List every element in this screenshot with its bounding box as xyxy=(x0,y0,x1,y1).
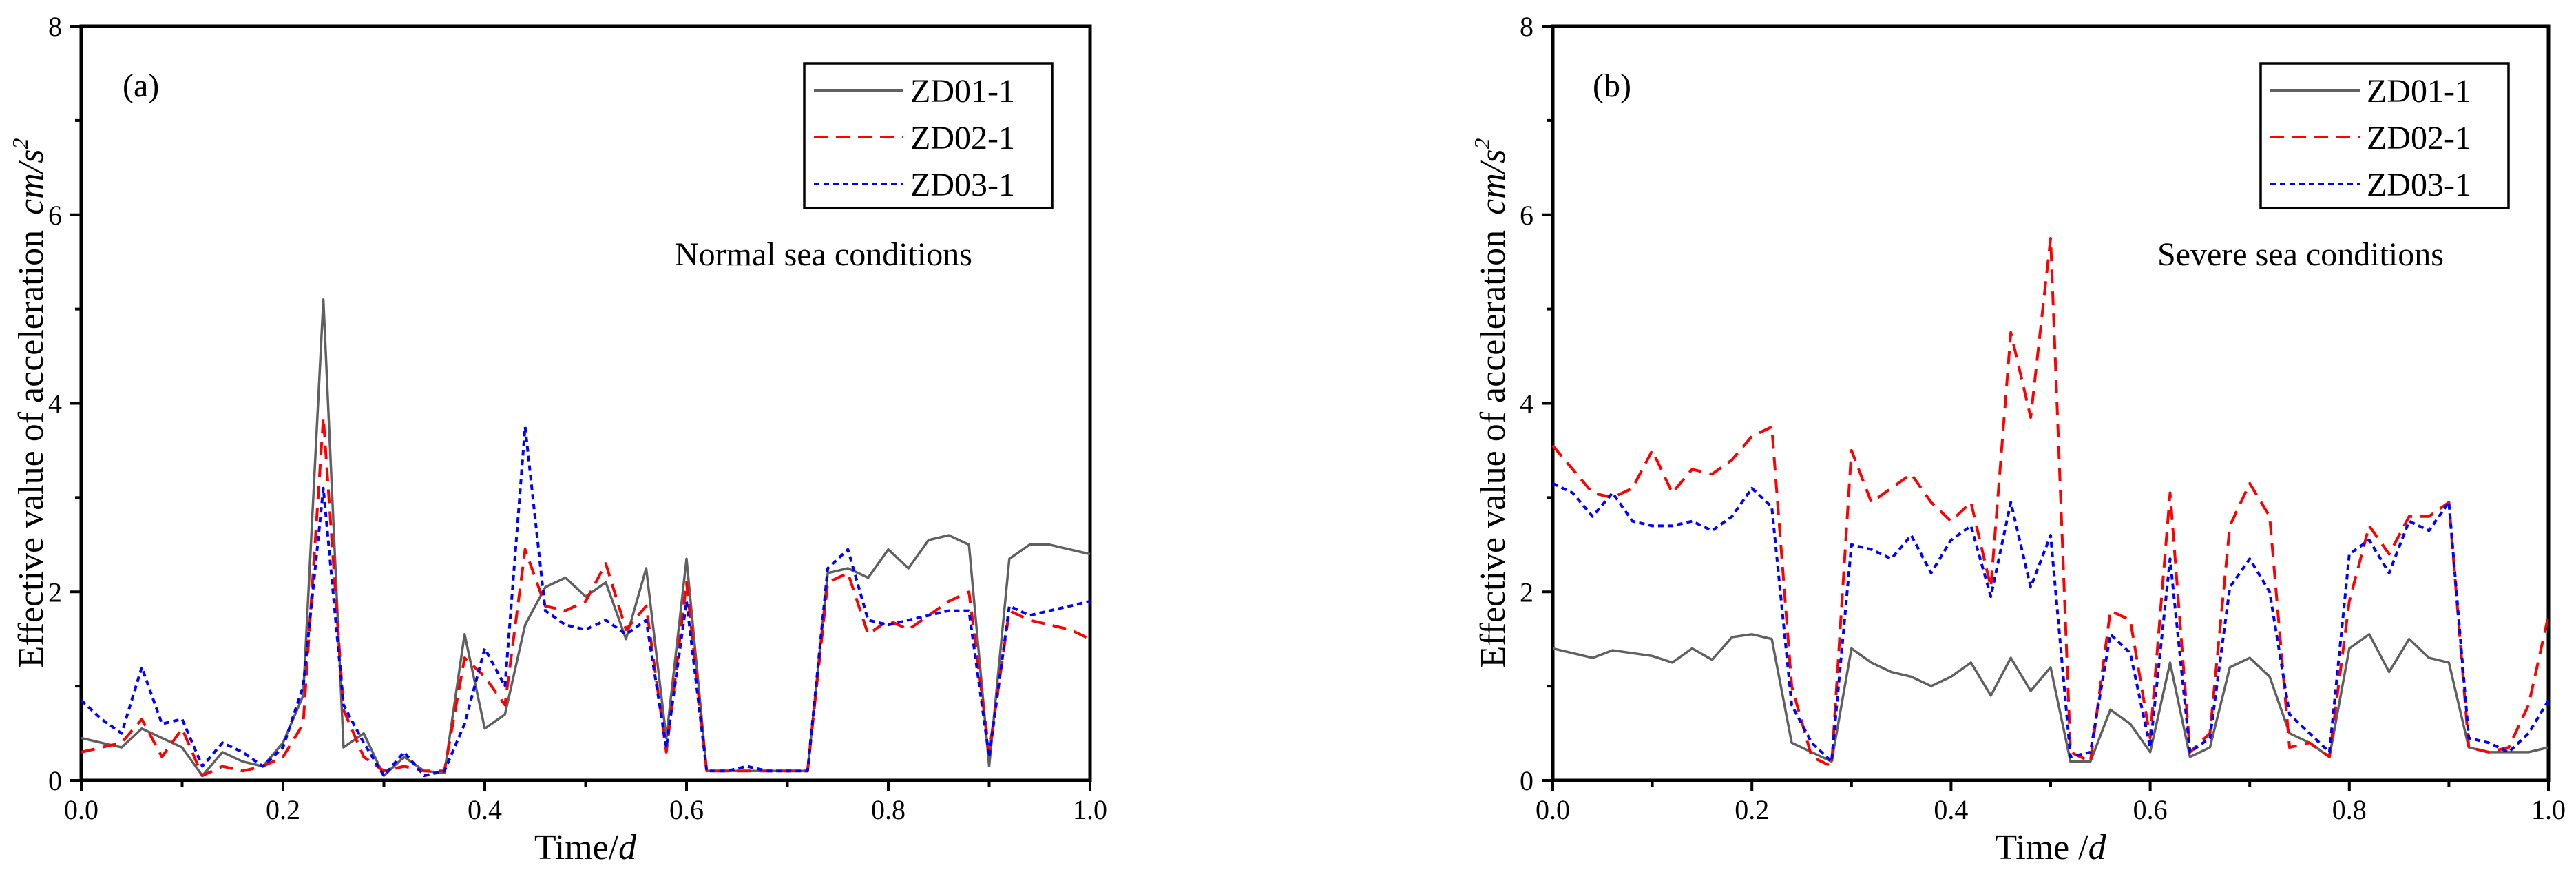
x-tick-labels: 0.0 0.2 0.4 0.6 0.8 1.0 xyxy=(1536,794,2566,825)
legend-label-zd01-1: ZD01-1 xyxy=(910,73,1015,110)
y-tick-label: 6 xyxy=(1520,200,1533,231)
y-axis-title: Effective value of acceleration cm/s2 xyxy=(1469,138,1513,668)
x-tick-label: 0.0 xyxy=(1536,794,1570,825)
panel-label: (b) xyxy=(1593,68,1631,104)
series-line-zd01-1 xyxy=(1552,633,2549,763)
x-tick-label: 0.4 xyxy=(1934,794,1968,825)
y-tick-label: 8 xyxy=(1520,11,1533,42)
chart-panel-a: 0.0 0.2 0.4 0.6 0.8 1.0 0 2 4 6 8 (a) Normal sea … xyxy=(8,11,1107,867)
legend-label-zd02-1: ZD02-1 xyxy=(910,120,1015,156)
y-tick-label: 2 xyxy=(1520,577,1533,608)
y-tick-label: 0 xyxy=(1520,765,1533,796)
y-axis-title-unit: cm/s xyxy=(12,149,51,215)
legend-label-zd01-1: ZD01-1 xyxy=(2367,73,2471,110)
y-axis-title-unit: cm/s xyxy=(1474,149,1513,215)
y-tick-label: 4 xyxy=(48,388,62,419)
y-axis-title: Effective value of acceleration cm/s2 xyxy=(8,138,51,668)
x-axis-title: Time /d xyxy=(1995,828,2106,867)
x-axis-title-unit: d xyxy=(618,828,637,867)
condition-annotation: Severe sea conditions xyxy=(2157,236,2444,273)
x-axis-title-unit: d xyxy=(2088,828,2107,867)
x-tick-label: 0.4 xyxy=(468,794,502,825)
condition-annotation: Normal sea conditions xyxy=(675,236,972,273)
x-tick-label: 0.6 xyxy=(2133,794,2168,825)
legend-label-zd03-1: ZD03-1 xyxy=(910,167,1015,203)
x-tick-label: 1.0 xyxy=(1073,794,1107,825)
legend-label-zd02-1: ZD02-1 xyxy=(2367,120,2471,156)
y-tick-label: 8 xyxy=(48,11,62,42)
series-line-zd02-1 xyxy=(81,416,1091,778)
x-tick-label: 0.6 xyxy=(669,794,704,825)
tick-marks xyxy=(1542,25,2550,791)
y-axis-title-text: Effective value of acceleration xyxy=(1474,230,1513,668)
series-line-zd03-1 xyxy=(1552,481,2550,763)
series-line-zd02-1 xyxy=(1551,237,2550,768)
x-axis-title-text: Time / xyxy=(1995,828,2088,867)
legend: ZD01-1 ZD02-1 ZD03-1 xyxy=(803,62,1054,209)
x-axis-title-text: Time/ xyxy=(534,828,619,867)
y-axis-title-text: Effective value of acceleration xyxy=(12,230,51,668)
series-lines xyxy=(1551,237,2550,768)
x-tick-label: 0.2 xyxy=(266,794,300,825)
x-axis-title: Time/d xyxy=(534,828,637,867)
y-axis-title-unit-exponent: 2 xyxy=(1469,138,1494,149)
y-axis-title-unit-exponent: 2 xyxy=(8,138,32,149)
x-tick-label: 1.0 xyxy=(2531,794,2566,825)
x-tick-label: 0.0 xyxy=(64,794,98,825)
tick-marks xyxy=(70,25,1091,791)
chart-panel-b: 0.0 0.2 0.4 0.6 0.8 1.0 0 2 4 6 8 (b) Severe sea … xyxy=(1469,11,2566,867)
x-tick-label: 0.8 xyxy=(2332,794,2367,825)
panel-label: (a) xyxy=(123,68,159,104)
y-tick-label: 2 xyxy=(48,577,62,608)
x-tick-labels: 0.0 0.2 0.4 0.6 0.8 1.0 xyxy=(64,794,1107,825)
y-tick-label: 4 xyxy=(1520,388,1533,419)
legend-label-zd03-1: ZD03-1 xyxy=(2367,167,2471,203)
y-tick-label: 0 xyxy=(48,765,62,796)
y-tick-labels: 0 2 4 6 8 xyxy=(1520,11,1533,796)
y-tick-label: 6 xyxy=(48,200,62,231)
series-lines xyxy=(80,298,1091,778)
x-tick-label: 0.2 xyxy=(1735,794,1769,825)
legend: ZD01-1 ZD02-1 ZD03-1 xyxy=(2259,62,2510,209)
series-line-zd01-1 xyxy=(81,298,1091,777)
x-tick-label: 0.8 xyxy=(871,794,905,825)
y-tick-labels: 0 2 4 6 8 xyxy=(48,11,62,796)
